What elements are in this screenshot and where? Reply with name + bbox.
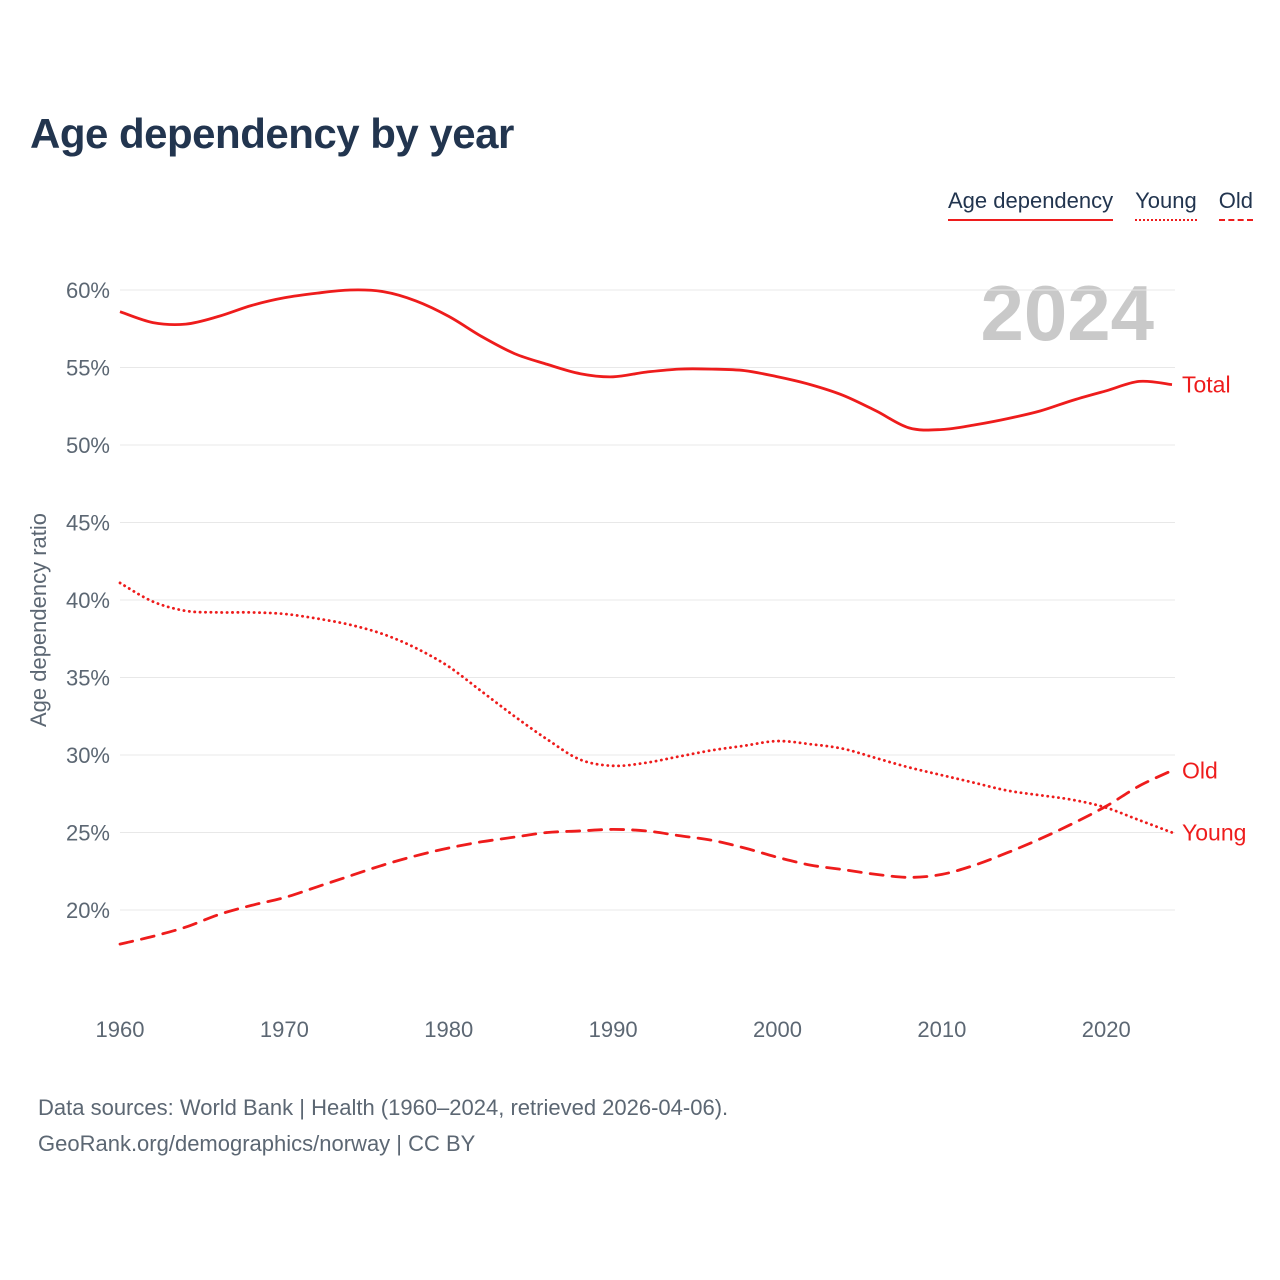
y-axis-tick-label: 60% — [66, 278, 110, 303]
legend: Age dependency Young Old — [948, 188, 1253, 221]
watermark-year: 2024 — [980, 269, 1154, 357]
y-axis-tick-label: 30% — [66, 743, 110, 768]
series-line-total — [119, 288, 1173, 432]
series-end-label-total: Total — [1182, 372, 1231, 398]
x-axis-tick-label: 2000 — [753, 1017, 802, 1042]
series-line-old — [118, 769, 1174, 946]
data-sources-line: Data sources: World Bank | Health (1960–… — [38, 1095, 729, 1120]
y-axis-title: Age dependency ratio — [26, 513, 51, 727]
y-axis-tick-label: 25% — [66, 821, 110, 846]
series-end-label-old: Old — [1182, 758, 1218, 784]
y-axis-tick-label: 55% — [66, 356, 110, 381]
series-line-young — [118, 581, 1174, 834]
legend-item-young[interactable]: Young — [1135, 188, 1197, 221]
chart-title: Age dependency by year — [30, 110, 514, 157]
x-axis-tick-label: 1960 — [96, 1017, 145, 1042]
legend-item-age-dependency[interactable]: Age dependency — [948, 188, 1114, 221]
x-axis-tick-label: 2020 — [1082, 1017, 1131, 1042]
x-axis-tick-label: 1980 — [424, 1017, 473, 1042]
chart-footer: Data sources: World Bank | Health (1960–… — [38, 1090, 728, 1163]
y-axis-tick-label: 35% — [66, 666, 110, 691]
y-axis-tick-label: 45% — [66, 511, 110, 536]
chart-canvas: 20% 25% 30% 35% 40% 45% 50% 55% 60% 1960 1970 1980 1… — [26, 278, 1246, 1042]
legend-item-old[interactable]: Old — [1218, 188, 1253, 221]
y-axis-tick-label: 20% — [66, 898, 110, 923]
y-axis-tick-label: 40% — [66, 588, 110, 613]
y-axis-tick-label: 50% — [66, 433, 110, 458]
attribution-line: GeoRank.org/demographics/norway | CC BY — [38, 1131, 476, 1157]
x-axis-tick-label: 2010 — [917, 1017, 966, 1042]
x-axis-tick-label: 1990 — [589, 1017, 638, 1042]
x-axis-tick-label: 1970 — [260, 1017, 309, 1042]
series-end-label-young: Young — [1182, 820, 1246, 846]
